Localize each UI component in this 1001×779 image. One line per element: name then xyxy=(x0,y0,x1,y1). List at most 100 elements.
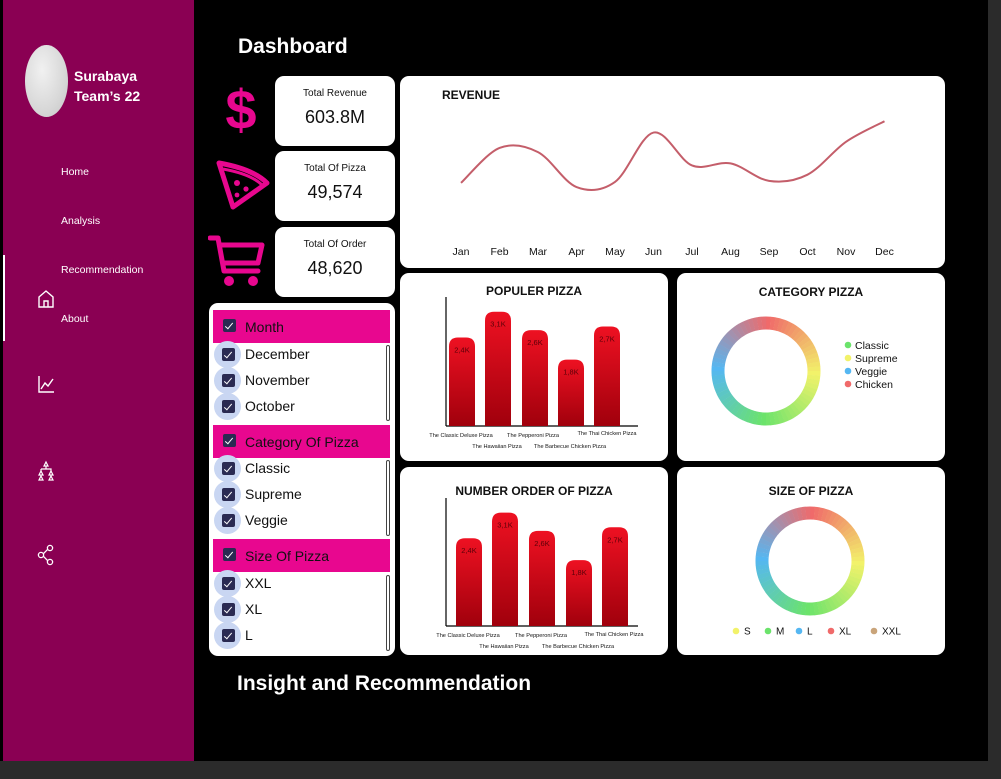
filter-item-size[interactable]: L xyxy=(209,622,389,649)
legend-label: Chicken xyxy=(855,379,893,391)
donut-segment xyxy=(742,319,753,334)
donut-segment xyxy=(769,411,776,426)
checkbox-icon[interactable] xyxy=(222,603,235,616)
checkbox-icon[interactable] xyxy=(223,434,236,447)
donut-segment xyxy=(758,574,773,585)
filter-item-month[interactable]: October xyxy=(209,393,389,420)
share-icon[interactable] xyxy=(36,544,56,566)
nav-item-analysis[interactable]: Analysis xyxy=(61,215,101,227)
donut-segment xyxy=(762,529,777,541)
donut-segment xyxy=(833,592,846,606)
filter-header-size[interactable]: Size Of Pizza xyxy=(213,539,390,572)
donut-segment xyxy=(841,584,855,597)
checkbox-icon[interactable] xyxy=(222,374,235,387)
donut-segment xyxy=(806,356,820,365)
bar xyxy=(485,311,511,426)
hierarchy-icon[interactable] xyxy=(36,460,56,482)
checkbox-icon[interactable] xyxy=(223,319,236,332)
donut-segment xyxy=(751,317,760,331)
donut-segment xyxy=(758,537,773,547)
x-tick-label: Nov xyxy=(837,246,856,258)
nav-item-recommendation[interactable]: Recommendation xyxy=(61,264,144,276)
checkbox-icon[interactable] xyxy=(222,577,235,590)
team-name-line1: Surabaya xyxy=(74,68,138,84)
checkbox-icon[interactable] xyxy=(223,548,236,561)
x-tick-label: Aug xyxy=(721,246,740,258)
filter-item-label: L xyxy=(245,627,253,643)
legend-marker xyxy=(870,627,878,635)
donut-segment xyxy=(738,406,749,421)
scrollbar-month[interactable] xyxy=(386,345,390,421)
donut-segment xyxy=(738,321,749,336)
bar-data-label: 1,8K xyxy=(571,568,586,577)
donut-segment xyxy=(762,581,777,593)
x-tick-label: The Hawaiian Pizza xyxy=(479,644,529,650)
filter-panel: Month December November October Category… xyxy=(209,303,395,656)
filter-item-category[interactable]: Supreme xyxy=(209,481,389,508)
donut-segment xyxy=(783,321,794,336)
donut-segment xyxy=(756,316,763,331)
nav-item-about[interactable]: About xyxy=(61,313,89,325)
donut-segment xyxy=(800,601,807,616)
checkbox-icon[interactable] xyxy=(222,400,235,413)
x-tick-label: The Thai Chicken Pizza xyxy=(585,632,645,638)
kpi-value: 48,620 xyxy=(307,258,363,278)
filter-header-category[interactable]: Category Of Pizza xyxy=(213,425,390,458)
x-tick-label: The Barbecue Chicken Pizza xyxy=(534,444,607,450)
donut-segment xyxy=(727,329,740,342)
donut-segment xyxy=(803,347,818,358)
filter-item-label: Classic xyxy=(245,460,291,476)
kpi-card-total-order: Total Of Order 48,620 xyxy=(275,227,395,297)
revenue-series-line xyxy=(460,120,885,191)
donut-segment xyxy=(757,542,772,551)
bar-data-label: 3,1K xyxy=(497,521,512,530)
kpi-card-total-revenue: Total Revenue 603.8M xyxy=(275,76,395,146)
legend-label: XXL xyxy=(882,627,901,638)
donut-segment xyxy=(760,578,775,589)
donut-segment xyxy=(850,551,865,558)
donut-segment xyxy=(804,381,819,390)
filter-item-category[interactable]: Classic xyxy=(209,455,389,482)
checkbox-icon[interactable] xyxy=(222,514,235,527)
filter-item-month[interactable]: November xyxy=(209,367,389,394)
donut-segment xyxy=(827,511,838,526)
populer-pizza-card: POPULER PIZZA 2,4K 3,1K 2,6K 1,8K 2,7K The Cl… xyxy=(400,273,668,461)
checkbox-icon[interactable] xyxy=(222,348,235,361)
filter-item-label: December xyxy=(245,346,310,362)
legend-label: L xyxy=(807,627,813,638)
filter-item-size[interactable]: XXL xyxy=(209,570,389,597)
donut-segment xyxy=(830,513,842,528)
nav-item-home[interactable]: Home xyxy=(61,166,90,178)
donut-segment xyxy=(760,533,775,544)
donut-segment xyxy=(801,388,816,399)
legend-label: Veggie xyxy=(855,366,887,378)
donut-segment xyxy=(841,525,855,538)
filter-item-label: Veggie xyxy=(245,512,288,528)
donut-segment xyxy=(820,599,829,614)
donut-segment xyxy=(780,319,790,334)
chart-line-icon[interactable] xyxy=(36,373,56,395)
checkbox-icon[interactable] xyxy=(222,488,235,501)
filter-item-category[interactable]: Veggie xyxy=(209,507,389,534)
category-pizza-card: CATEGORY PIZZA Classic Supreme Veggie Chick… xyxy=(677,273,945,461)
filter-item-month[interactable]: December xyxy=(209,341,389,368)
filter-header-month[interactable]: Month xyxy=(213,310,390,343)
donut-segment xyxy=(847,575,862,585)
donut-segment xyxy=(716,343,731,354)
filter-item-size[interactable]: XL xyxy=(209,596,389,623)
page-title: Dashboard xyxy=(238,35,348,58)
scrollbar-category[interactable] xyxy=(386,460,390,536)
bar-data-label: 1,8K xyxy=(563,368,578,377)
home-icon[interactable] xyxy=(36,288,56,310)
legend-marker xyxy=(795,627,803,635)
checkbox-icon[interactable] xyxy=(222,629,235,642)
donut-segment xyxy=(765,525,779,538)
dollar-icon: $ xyxy=(225,83,256,137)
scrollbar-size[interactable] xyxy=(386,575,390,651)
donut-segment xyxy=(827,596,838,611)
x-tick-label: Feb xyxy=(490,246,508,258)
bar-data-label: 2,6K xyxy=(534,539,549,548)
checkbox-icon[interactable] xyxy=(222,462,235,475)
donut-segment xyxy=(795,397,808,410)
app-window: Surabaya Team’s 22 Home Analysis Recomme… xyxy=(0,0,988,761)
